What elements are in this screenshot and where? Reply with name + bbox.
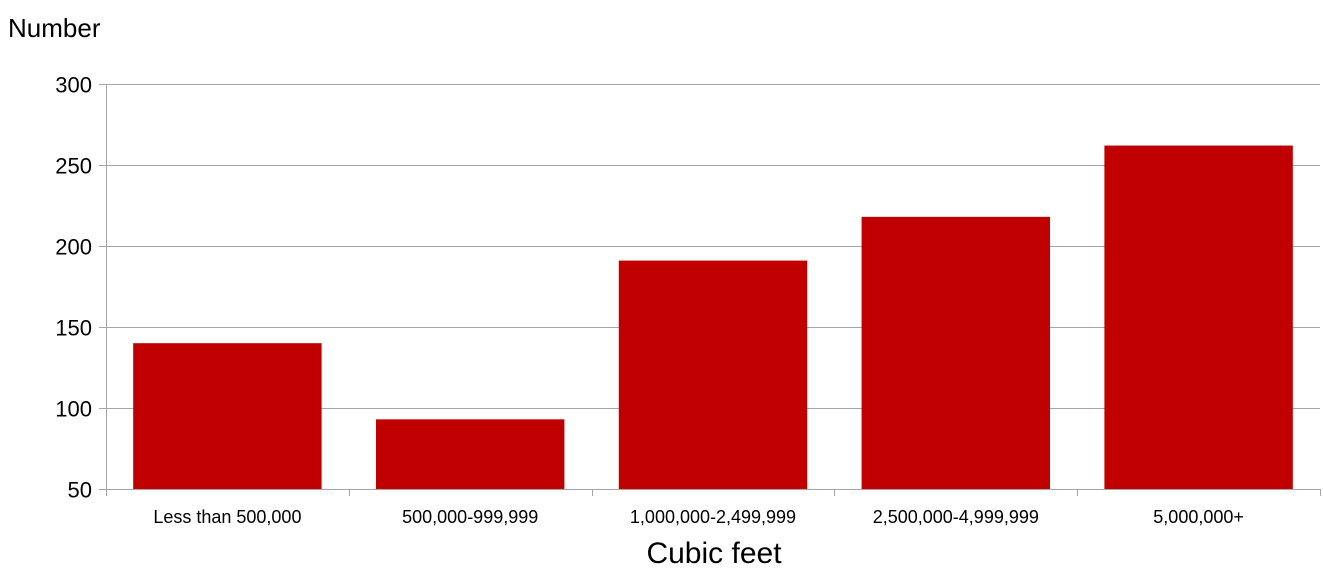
x-tick-label: 500,000-999,999	[402, 507, 538, 527]
bar	[1104, 145, 1293, 489]
y-tick-labels: 50 100 150 200 250 300	[55, 73, 92, 503]
y-tick-label: 100	[55, 397, 92, 422]
y-axis-title: Number	[8, 13, 101, 43]
bar	[375, 419, 565, 489]
axes	[99, 84, 1321, 496]
y-tick-label: 250	[55, 154, 92, 179]
y-tick-label: 50	[68, 478, 92, 503]
y-tick-label: 300	[55, 73, 92, 98]
x-axis-title: Cubic feet	[646, 537, 782, 570]
bar	[861, 216, 1051, 489]
x-tick-label: 5,000,000+	[1153, 507, 1244, 527]
x-tick-label: Less than 500,000	[153, 507, 301, 527]
bars	[133, 145, 1293, 489]
bar	[618, 260, 808, 489]
y-tick-label: 150	[55, 316, 92, 341]
y-tick-label: 200	[55, 235, 92, 260]
x-tick-labels: Less than 500,000 500,000-999,999 1,000,00…	[153, 507, 1244, 527]
x-tick-label: 2,500,000-4,999,999	[873, 507, 1039, 527]
bar	[133, 343, 322, 489]
x-tick-label: 1,000,000-2,499,999	[630, 507, 796, 527]
